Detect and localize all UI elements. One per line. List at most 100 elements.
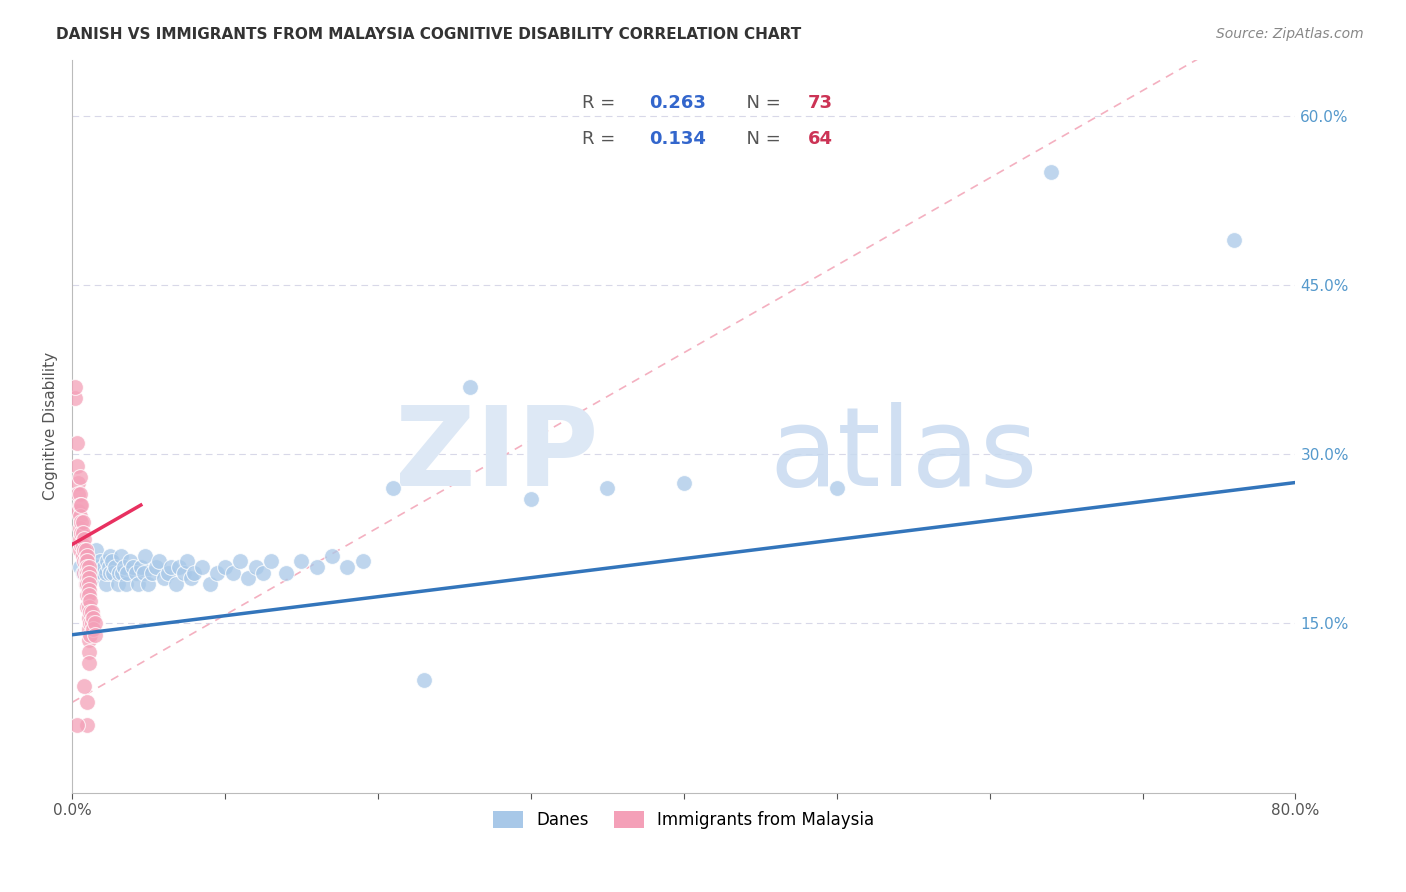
Point [72, 537, 94, 551]
Point [76, 549, 98, 563]
Point [69, 470, 91, 484]
Point [165, 577, 187, 591]
Text: 0.134: 0.134 [650, 130, 706, 148]
Point [84, 628, 107, 642]
Point [82, 622, 104, 636]
Point [84, 566, 107, 580]
Point [76, 588, 98, 602]
Point [75, 577, 97, 591]
Point [1039, 165, 1062, 179]
Point [274, 566, 297, 580]
Point [76, 577, 98, 591]
Point [321, 549, 343, 563]
Point [221, 566, 243, 580]
Point [138, 577, 160, 591]
Point [93, 560, 115, 574]
Point [69, 498, 91, 512]
Text: ZIP: ZIP [395, 402, 598, 509]
Point [152, 571, 174, 585]
Point [80, 616, 103, 631]
Point [94, 577, 117, 591]
Y-axis label: Cognitive Disability: Cognitive Disability [44, 352, 58, 500]
Text: N =: N = [734, 95, 786, 112]
Point [72, 549, 94, 563]
Point [79, 554, 101, 568]
Point [69, 560, 91, 574]
Point [148, 554, 170, 568]
Point [100, 554, 122, 568]
Legend: Danes, Immigrants from Malaysia: Danes, Immigrants from Malaysia [486, 804, 882, 836]
Text: N =: N = [734, 130, 786, 148]
Point [73, 679, 96, 693]
Point [77, 599, 100, 614]
Point [70, 537, 93, 551]
Point [69, 532, 91, 546]
Point [412, 673, 434, 687]
Point [91, 566, 114, 580]
Point [77, 560, 100, 574]
Point [72, 515, 94, 529]
Point [77, 588, 100, 602]
Text: Source: ZipAtlas.com: Source: ZipAtlas.com [1216, 27, 1364, 41]
Point [176, 554, 198, 568]
Point [82, 611, 104, 625]
Point [86, 543, 108, 558]
Point [134, 549, 156, 563]
Point [114, 577, 136, 591]
Point [76, 560, 98, 574]
Point [305, 560, 328, 574]
Point [97, 560, 120, 574]
Point [183, 566, 205, 580]
Point [382, 481, 405, 495]
Point [69, 487, 91, 501]
Text: 64: 64 [808, 130, 832, 148]
Point [141, 566, 163, 580]
Point [672, 475, 695, 490]
Text: R =: R = [582, 95, 620, 112]
Point [145, 560, 167, 574]
Point [112, 560, 135, 574]
Point [120, 554, 142, 568]
Point [77, 622, 100, 636]
Point [96, 554, 118, 568]
Point [76, 571, 98, 585]
Point [76, 695, 98, 709]
Point [352, 554, 374, 568]
Point [73, 554, 96, 568]
Point [107, 577, 129, 591]
Point [127, 577, 149, 591]
Point [520, 492, 543, 507]
Point [80, 571, 103, 585]
Point [76, 549, 98, 563]
Point [173, 566, 195, 580]
Point [80, 605, 103, 619]
Point [87, 560, 110, 574]
Point [336, 560, 359, 574]
Point [229, 554, 252, 568]
Point [67, 475, 90, 490]
Point [76, 599, 98, 614]
Point [79, 594, 101, 608]
Point [75, 566, 97, 580]
Point [214, 560, 236, 574]
Text: 73: 73 [808, 95, 832, 112]
Point [108, 566, 131, 580]
Point [252, 566, 274, 580]
Point [290, 554, 312, 568]
Point [77, 656, 100, 670]
Point [73, 543, 96, 558]
Point [180, 571, 202, 585]
Point [458, 379, 481, 393]
Point [160, 560, 183, 574]
Point [65, 718, 87, 732]
Point [111, 566, 134, 580]
Point [167, 560, 190, 574]
Point [70, 498, 93, 512]
Point [72, 566, 94, 580]
Point [79, 605, 101, 619]
Point [191, 560, 214, 574]
Point [69, 521, 91, 535]
Point [245, 560, 267, 574]
Point [207, 566, 229, 580]
Point [260, 554, 283, 568]
